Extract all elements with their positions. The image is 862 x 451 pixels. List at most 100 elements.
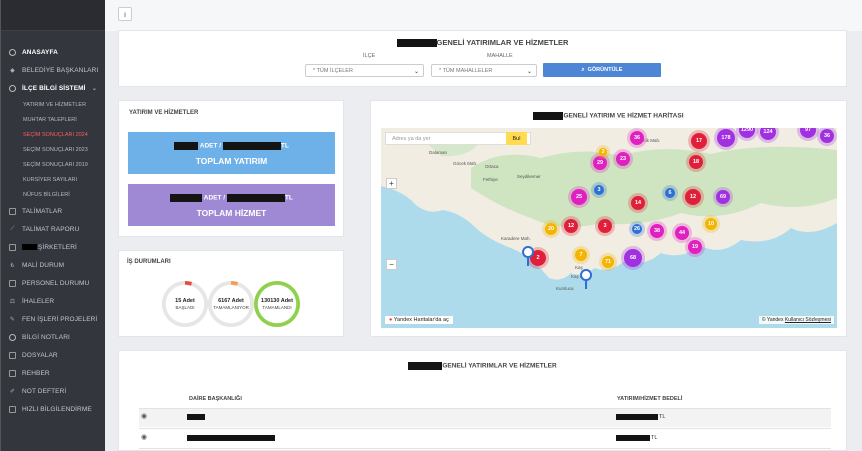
map-cluster-marker[interactable]: 3 [599, 148, 607, 156]
zoom-out-button[interactable]: − [386, 259, 397, 270]
eye-icon[interactable]: ◉ [141, 413, 148, 420]
investment-label: TOPLAM YATIRIM [195, 156, 268, 166]
map-cluster-marker[interactable]: 26 [632, 224, 642, 234]
district-select[interactable]: * TÜM İLÇELER ⌄ [305, 64, 424, 77]
map-cluster-marker[interactable]: 71 [602, 256, 614, 268]
map-cluster-marker[interactable]: 23 [616, 152, 630, 166]
sidebar-item-projects[interactable]: ✎ FEN İŞLERİ PROJELERİ [1, 310, 105, 328]
status-ring-started: 15 Adet BAŞLADI [162, 281, 208, 327]
sidebar: ANASAYFA ◆ BELEDİYE BAŞKANLARI İLÇE BİLGİ… [0, 0, 105, 451]
map-cluster-marker[interactable]: 1290 [739, 128, 755, 138]
table-row[interactable] [139, 409, 831, 427]
sidebar-subitem-headman-requests[interactable]: MUHTAR TALEPLERİ [23, 116, 77, 123]
map-town-label: Dalaman [429, 150, 448, 155]
sidebar-item-quick-info[interactable]: HIZLI BİLGİLENDİRME [1, 400, 105, 418]
map-cluster-marker[interactable]: 36 [630, 131, 644, 145]
sidebar-subitem-election-2024[interactable]: SEÇİM SONUÇLARI 2024 [23, 131, 88, 138]
map-cluster-marker[interactable]: 19 [688, 240, 702, 254]
terms-link[interactable]: Kullanıcı Sözleşmesi [784, 317, 831, 323]
sidebar-item-mayors[interactable]: ◆ BELEDİYE BAŞKANLARI [1, 61, 105, 79]
map-search-input[interactable]: Adres ya da yer [385, 132, 531, 145]
table-title: GENELİ YATIRIMLAR VE HİZMETLER [119, 362, 846, 370]
sidebar-item-finance[interactable]: ₺ MALİ DURUM [1, 256, 105, 274]
map-cluster-marker[interactable]: 3 [594, 185, 604, 195]
map-search-button[interactable]: Bul [506, 132, 527, 145]
map-cluster-marker[interactable]: 14 [631, 196, 645, 210]
map-cluster-marker[interactable]: 3 [598, 219, 612, 233]
menu-toggle-button[interactable]: ı [118, 7, 132, 21]
eye-icon[interactable]: ◉ [141, 434, 148, 441]
sidebar-subitem-trainees[interactable]: KURSİYER SAYILARI [23, 176, 77, 183]
map-cluster-marker[interactable]: 38 [650, 224, 664, 238]
sidebar-item-label: REHBER [22, 369, 50, 377]
map-title: GENELİ YATIRIM VE HİZMET HARİTASI [371, 112, 846, 120]
table-divider [139, 408, 831, 409]
map-cluster-marker[interactable]: 20 [545, 223, 557, 235]
chevron-down-icon: ⌄ [526, 69, 532, 75]
sidebar-subitem-election-2019[interactable]: SEÇİM SONUÇLARI 2019 [23, 161, 88, 168]
pin-icon: ◆ [10, 67, 15, 74]
map-cluster-marker[interactable]: 44 [675, 226, 689, 240]
total-service-card: ADET / TL TOPLAM HİZMET [128, 184, 335, 226]
filter-panel: GENELİ YATIRIMLAR VE HİZMETLER İLÇE MAHA… [118, 30, 847, 87]
sidebar-item-personnel[interactable]: PERSONEL DURUMU [1, 274, 105, 292]
sidebar-item-label: İLÇE BİLGİ SİSTEMİ [22, 84, 86, 92]
map-cluster-marker[interactable]: 36 [820, 129, 834, 143]
redacted-department [187, 414, 205, 420]
neighborhood-select[interactable]: * TÜM MAHALLELER ⌄ [431, 64, 537, 77]
map-cluster-marker[interactable]: 18 [689, 155, 703, 169]
sidebar-item-notes[interactable]: BİLGİ NOTLARI [1, 328, 105, 346]
service-count-line: ADET / TL [128, 194, 335, 202]
map-cluster-marker[interactable]: 7 [575, 249, 587, 261]
summary-panel: YATIRIM VE HİZMETLER ADET / TL TOPLAM YA… [118, 100, 344, 237]
status-ring-completed: 130130 Adet TAMAMLANDI [254, 281, 300, 327]
map-cluster-marker[interactable]: 124 [760, 128, 776, 140]
sidebar-subitem-population[interactable]: NÜFUS BİLGİLERİ [23, 191, 70, 198]
map-cluster-marker[interactable]: 12 [685, 189, 701, 205]
map-brand-link[interactable]: ● Yandex Haritalar'da aç [385, 316, 453, 324]
map-cluster-marker[interactable]: 178 [717, 129, 735, 147]
map-cluster-marker[interactable]: 25 [571, 189, 587, 205]
sidebar-item-label: DOSYALAR [22, 351, 58, 359]
sidebar-menu: ANASAYFA ◆ BELEDİYE BAŞKANLARI İLÇE BİLGİ… [1, 31, 105, 418]
sidebar-item-notebook[interactable]: ✐ NOT DEFTERİ [1, 382, 105, 400]
sidebar-item-district-info[interactable]: İLÇE BİLGİ SİSTEMİ ⌄ [1, 79, 105, 97]
sidebar-item-label: ANASAYFA [22, 48, 58, 56]
sidebar-item-tenders[interactable]: ⚖ İHALELER [1, 292, 105, 310]
col-header-department: DAİRE BAŞKANLIĞI [189, 396, 242, 402]
summary-title: YATIRIM VE HİZMETLER [129, 110, 199, 116]
status-title: İŞ DURUMLARI [127, 259, 171, 265]
map-cluster-marker[interactable]: 69 [716, 190, 730, 204]
map-view[interactable]: Adres ya da yer Bul + − Dalaman Göcek Mah… [381, 128, 837, 328]
sidebar-item-files[interactable]: DOSYALAR [1, 346, 105, 364]
zoom-in-button[interactable]: + [386, 178, 397, 189]
map-cluster-marker[interactable]: 2 [530, 250, 546, 266]
map-cluster-marker[interactable]: 97 [800, 128, 816, 138]
sidebar-subitem-election-2023[interactable]: SEÇİM SONUÇLARI 2023 [23, 146, 88, 153]
amount-unit: TL [659, 414, 666, 420]
sidebar-item-contacts[interactable]: REHBER [1, 364, 105, 382]
sidebar-item-companies[interactable]: ŞİRKETLERİ [1, 238, 105, 256]
sidebar-item-instruction-report[interactable]: ⟋ TALİMAT RAPORU [1, 220, 105, 238]
map-cluster-marker[interactable]: 17 [691, 133, 707, 149]
sidebar-subitem-investments[interactable]: YATIRIM VE HİZMETLER [23, 101, 87, 108]
map-town-label: Seydikemer [517, 174, 541, 179]
map-cluster-marker[interactable]: 68 [624, 249, 642, 267]
building-icon [9, 243, 16, 251]
map-cluster-marker[interactable]: 29 [593, 156, 607, 170]
sidebar-item-label: PERSONEL DURUMU [22, 279, 90, 287]
map-cluster-marker[interactable]: 6 [665, 188, 675, 198]
sidebar-item-home[interactable]: ANASAYFA [1, 43, 105, 61]
show-button[interactable]: ⌕ GÖRÜNTÜLE [543, 63, 661, 77]
wrench-icon: ✎ [9, 316, 16, 323]
table-panel: GENELİ YATIRIMLAR VE HİZMETLER DAİRE BAŞ… [118, 350, 847, 451]
map-cluster-marker[interactable]: 10 [705, 218, 717, 230]
redacted-text [22, 244, 37, 250]
neighborhood-label: MAHALLE [487, 53, 513, 59]
sidebar-item-instructions[interactable]: TALİMATLAR [1, 202, 105, 220]
map-cluster-marker[interactable]: 12 [564, 219, 578, 233]
investment-count-line: ADET / TL [128, 142, 335, 150]
status-ring-in-progress: 6167 Adet TAMAMLANIYOR [208, 281, 254, 327]
info-icon [9, 84, 16, 92]
gavel-icon: ⚖ [9, 298, 16, 305]
